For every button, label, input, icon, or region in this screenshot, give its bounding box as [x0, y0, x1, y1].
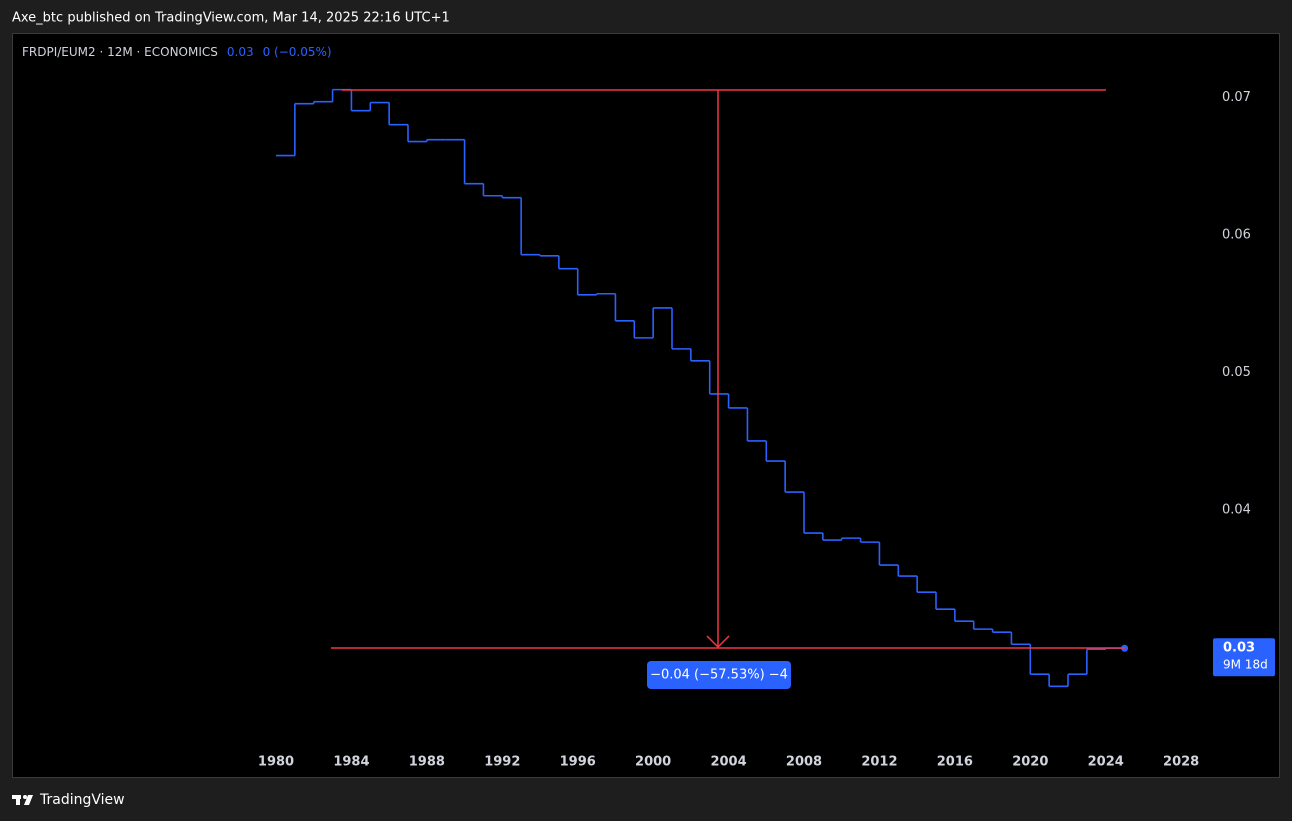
chart-panel [12, 33, 1280, 778]
price-tag [1213, 638, 1275, 677]
x-tick-label: 1996 [560, 755, 596, 770]
legend-change: 0 (−0.05%) [263, 45, 332, 59]
publish-header: Axe_btc published on TradingView.com, Ma… [12, 11, 450, 26]
legend-value: 0.03 [227, 45, 254, 59]
footer-brand: TradingView [39, 792, 125, 808]
logo-part [16, 795, 20, 805]
price-tag-value: 0.03 [1223, 641, 1255, 656]
x-tick-label: 2004 [710, 755, 746, 770]
measure-label-box [647, 661, 791, 689]
x-tick-label: 2016 [937, 755, 973, 770]
x-tick-label: 1980 [258, 755, 294, 770]
legend: FRDPI/EUM2 · 12M · ECONOMICS 0.03 0 (−0.05… [22, 45, 332, 59]
x-tick-label: 2012 [861, 755, 897, 770]
x-tick-label: 1992 [484, 755, 520, 770]
x-tick-label: 2000 [635, 755, 671, 770]
y-tick-label: 0.07 [1222, 90, 1251, 105]
legend-symbol: FRDPI/EUM2 · 12M · ECONOMICS [22, 45, 218, 59]
x-tick-label: 2028 [1163, 755, 1199, 770]
y-tick-label: 0.04 [1222, 502, 1251, 517]
logo-part [23, 795, 27, 799]
y-tick-label: 0.05 [1222, 365, 1251, 380]
x-tick-label: 1984 [333, 755, 369, 770]
logo-part [24, 795, 33, 805]
price-tag-countdown: 9M 18d [1223, 658, 1268, 672]
plot: 0.04 0.05 0.06 0.07 1980 1984 1988 1992 1996 2000… [258, 88, 1275, 770]
x-tick-label: 2024 [1088, 755, 1124, 770]
x-tick-label: 2008 [786, 755, 822, 770]
x-tick-label: 1988 [409, 755, 445, 770]
measure-label: −0.04 (−57.53%) −4 [650, 668, 788, 683]
y-tick-label: 0.06 [1222, 228, 1251, 243]
footer-logo [12, 795, 33, 805]
measure-arrow [706, 635, 730, 649]
x-tick-label: 2020 [1012, 755, 1048, 770]
